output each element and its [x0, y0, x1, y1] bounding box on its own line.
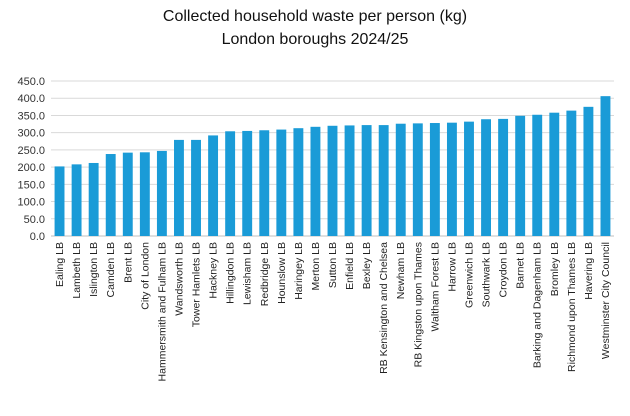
bar — [344, 125, 355, 236]
y-tick-label: 300.0 — [17, 128, 45, 140]
x-tick-label: Lambeth LB — [71, 242, 83, 299]
bar — [464, 121, 474, 236]
bar — [515, 115, 526, 236]
bar — [429, 123, 440, 236]
bar — [446, 122, 457, 236]
x-tick-label: Barking and Dagenham LB — [532, 242, 544, 368]
bar — [54, 166, 65, 236]
x-tick-label: Hackney LB — [208, 242, 220, 299]
bar — [71, 164, 82, 236]
y-tick-label: 100.0 — [17, 197, 45, 209]
x-tick-label: Brent LB — [122, 242, 134, 283]
y-tick-label: 150.0 — [17, 179, 45, 191]
bar — [191, 139, 201, 236]
y-tick-label: 350.0 — [17, 110, 45, 122]
bar — [361, 125, 372, 236]
x-tick-label: Westminster City Council — [600, 242, 612, 359]
x-tick-label: Islington LB — [88, 242, 100, 297]
bar — [139, 152, 150, 236]
y-tick-label: 400.0 — [17, 93, 45, 105]
bar — [105, 154, 116, 236]
bar — [310, 126, 321, 236]
y-tick-label: 0.0 — [30, 231, 45, 243]
x-tick-label: Ealing LB — [54, 242, 66, 287]
y-tick-label: 200.0 — [17, 162, 45, 174]
bar — [600, 96, 611, 236]
y-tick-label: 250.0 — [17, 145, 45, 157]
bar — [327, 125, 338, 236]
bar — [208, 135, 219, 236]
x-tick-label: City of London — [139, 242, 151, 310]
y-tick-label: 50.0 — [24, 214, 45, 226]
bar — [259, 130, 270, 236]
x-tick-label: RB Kensington and Chelsea — [378, 242, 390, 374]
chart-title: Collected household waste per person (kg… — [162, 8, 468, 25]
bar — [122, 152, 133, 236]
bar — [412, 123, 423, 236]
bar — [498, 118, 509, 236]
bar — [276, 129, 287, 236]
x-tick-label: Greenwich LB — [463, 242, 475, 308]
chart-subtitle: London boroughs 2024/25 — [221, 31, 409, 48]
x-tick-label: Enfield LB — [344, 242, 356, 290]
x-tick-label: Camden LB — [105, 242, 117, 297]
x-tick-label: Tower Hamlets LB — [191, 242, 203, 327]
x-tick-label: Haringey LB — [293, 242, 305, 300]
x-tick-label: Havering LB — [583, 242, 595, 300]
x-tick-label: Bromley LB — [549, 242, 561, 296]
x-tick-label: Sutton LB — [327, 242, 339, 288]
bar — [174, 139, 184, 236]
x-tick-label: Croydon LB — [498, 242, 510, 297]
x-tick-label: RB Kingston upon Thames — [412, 242, 424, 367]
x-tick-label: Hammersmith and Fulham LB — [156, 242, 168, 381]
x-tick-label: Newham LB — [395, 242, 407, 299]
x-tick-label: Merton LB — [310, 242, 322, 290]
bar — [532, 114, 543, 236]
x-tick-label: Hounslow LB — [276, 242, 288, 304]
y-tick-label: 450.0 — [17, 76, 45, 88]
x-tick-label: Bexley LB — [361, 242, 373, 289]
bar — [566, 110, 577, 236]
x-tick-label: Lewisham LB — [242, 242, 254, 305]
bar — [395, 123, 406, 236]
x-tick-label: Redbridge LB — [259, 242, 271, 306]
x-tick-label: Southwark LB — [481, 242, 493, 307]
bar — [88, 162, 99, 236]
x-tick-label: Barnet LB — [515, 242, 527, 289]
bar — [549, 112, 560, 236]
bar — [378, 125, 389, 236]
bar — [242, 130, 253, 236]
bar — [225, 131, 236, 236]
bar — [156, 150, 167, 236]
x-tick-label: Harrow LB — [446, 242, 458, 292]
bar — [293, 128, 304, 236]
x-tick-label: Hillingdon LB — [225, 242, 237, 304]
bar — [481, 119, 491, 236]
x-tick-label: Waltham Forest LB — [429, 242, 441, 331]
x-tick-label: Richmond upon Thames LB — [566, 242, 578, 372]
x-tick-label: Wandsworth LB — [173, 242, 185, 316]
bar — [583, 106, 594, 236]
